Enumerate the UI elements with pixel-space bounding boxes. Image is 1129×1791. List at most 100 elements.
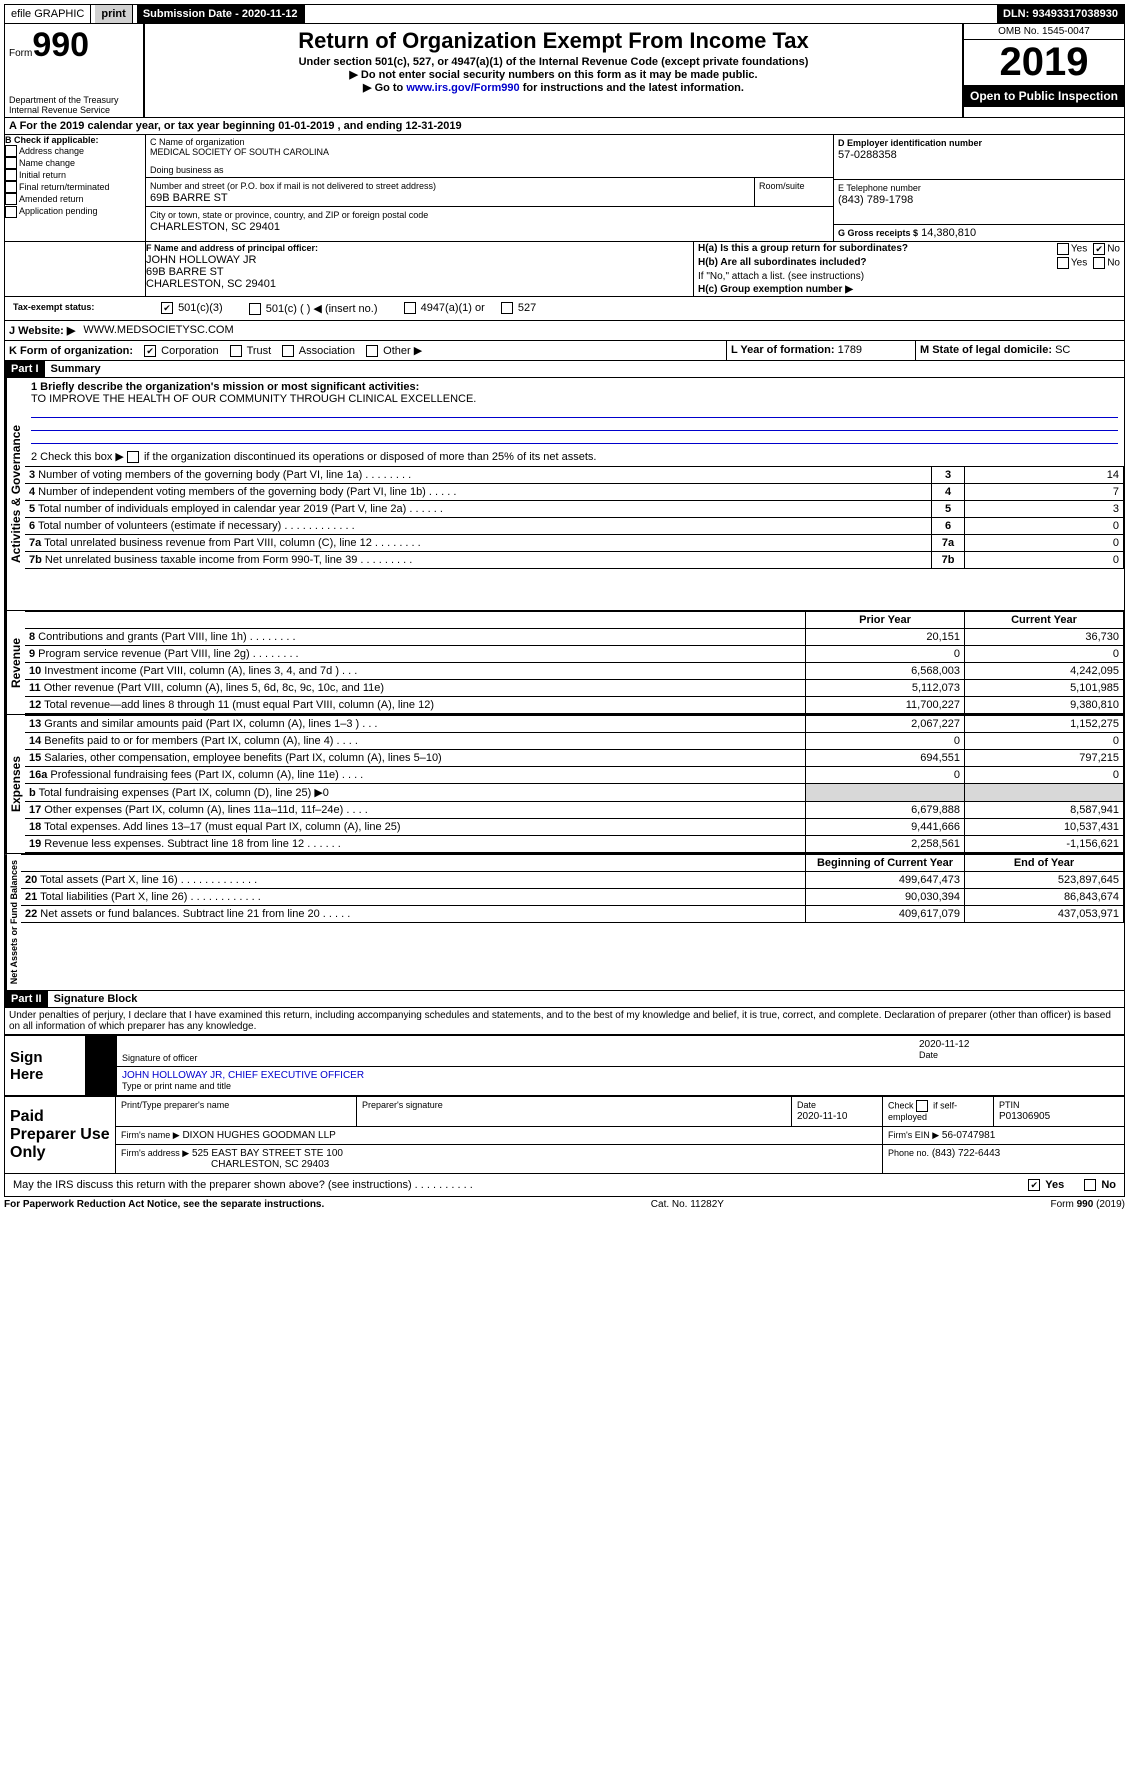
opt-assoc[interactable]: Association — [282, 345, 355, 357]
table-row: 12 Total revenue—add lines 8 through 11 … — [25, 697, 1124, 714]
hb-yes[interactable]: Yes — [1057, 257, 1087, 269]
box-h: H(a) Is this a group return for subordin… — [694, 242, 1124, 296]
side-activities-governance: Activities & Governance — [5, 378, 25, 610]
table-row: 6 Total number of volunteers (estimate i… — [25, 518, 1124, 535]
mission-text: TO IMPROVE THE HEALTH OF OUR COMMUNITY T… — [31, 393, 476, 405]
print-button[interactable]: print — [95, 5, 132, 23]
footer-mid: Cat. No. 11282Y — [651, 1199, 724, 1210]
discuss-no[interactable]: No — [1080, 1177, 1120, 1193]
opt-corp[interactable]: Corporation — [144, 345, 219, 357]
mission-label: 1 Briefly describe the organization's mi… — [31, 381, 419, 393]
dept-label: Department of the Treasury — [9, 95, 139, 105]
officer-addr2: CHARLESTON, SC 29401 — [146, 278, 276, 290]
firm-phone-label: Phone no. — [888, 1148, 929, 1158]
table-row: 11 Other revenue (Part VIII, column (A),… — [25, 680, 1124, 697]
part2-tag: Part II — [5, 991, 48, 1007]
phone-label: E Telephone number — [838, 183, 921, 193]
preparer-date: 2020-11-10 — [797, 1111, 847, 1122]
sign-here-block: Sign Here Signature of officer 2020-11-1… — [4, 1035, 1125, 1096]
firm-addr1: 525 EAST BAY STREET STE 100 — [192, 1148, 343, 1159]
sign-here-label: Sign Here — [5, 1036, 86, 1096]
expenses-block: Expenses 13 Grants and similar amounts p… — [4, 715, 1125, 854]
box-b: B Check if applicable: Address change Na… — [5, 135, 146, 241]
opt-501c3[interactable]: 501(c)(3) — [157, 300, 227, 317]
check-name-change[interactable]: Name change — [5, 157, 145, 169]
ha-yes[interactable]: Yes — [1057, 243, 1087, 255]
hb-label: H(b) Are all subordinates included? — [698, 257, 867, 268]
phone-value: (843) 789-1798 — [838, 194, 913, 206]
city-state-zip: CHARLESTON, SC 29401 — [150, 221, 280, 233]
klm-row: K Form of organization: Corporation Trus… — [4, 341, 1125, 361]
opt-501c[interactable]: 501(c) ( ) ◀ (insert no.) — [245, 300, 382, 317]
table-row: 20 Total assets (Part X, line 16) . . . … — [21, 872, 1124, 889]
opt-other[interactable]: Other ▶ — [366, 345, 422, 357]
ag-table: 3 Number of voting members of the govern… — [25, 466, 1124, 569]
sign-date: 2020-11-12 — [919, 1039, 1119, 1050]
officer-label: F Name and address of principal officer: — [146, 243, 318, 253]
summary-body: Activities & Governance 1 Briefly descri… — [4, 378, 1125, 611]
paid-preparer-block: Paid Preparer Use Only Print/Type prepar… — [4, 1096, 1125, 1174]
form-id-box: Form990 Department of the Treasury Inter… — [5, 24, 145, 117]
part2-header: Part II Signature Block — [4, 991, 1125, 1008]
table-row: b Total fundraising expenses (Part IX, c… — [25, 784, 1124, 802]
netassets-block: Net Assets or Fund Balances Beginning of… — [4, 854, 1125, 991]
hc-label: H(c) Group exemption number ▶ — [698, 284, 853, 295]
signature-label: Signature of officer — [122, 1053, 919, 1063]
subtitle-3: ▶ Go to www.irs.gov/Form990 for instruct… — [153, 81, 954, 94]
part1-header: Part I Summary — [4, 361, 1125, 378]
hb-no[interactable]: No — [1093, 257, 1120, 269]
firm-ein: 56-0747981 — [942, 1130, 995, 1141]
ein-value: 57-0288358 — [838, 149, 897, 161]
paid-preparer-label: Paid Preparer Use Only — [5, 1097, 116, 1174]
check-amended-return[interactable]: Amended return — [5, 193, 145, 205]
box-c: C Name of organization MEDICAL SOCIETY O… — [146, 135, 833, 241]
dba-label: Doing business as — [150, 165, 224, 175]
table-row: 7a Total unrelated business revenue from… — [25, 535, 1124, 552]
table-row: 13 Grants and similar amounts paid (Part… — [25, 716, 1124, 733]
ein-label: D Employer identification number — [838, 138, 982, 148]
form-word: Form — [9, 48, 32, 59]
domicile-value: SC — [1055, 344, 1070, 356]
expenses-table: 13 Grants and similar amounts paid (Part… — [25, 715, 1124, 853]
firm-addr-label: Firm's address ▶ — [121, 1148, 189, 1158]
opt-527[interactable]: 527 — [497, 300, 540, 317]
table-row: 21 Total liabilities (Part X, line 26) .… — [21, 889, 1124, 906]
opt-trust[interactable]: Trust — [230, 345, 272, 357]
ptin-value: P01306905 — [999, 1111, 1050, 1122]
check-final-return[interactable]: Final return/terminated — [5, 181, 145, 193]
subtitle-1: Under section 501(c), 527, or 4947(a)(1)… — [153, 56, 954, 68]
form-org-label: K Form of organization: — [9, 345, 133, 357]
instructions-link[interactable]: www.irs.gov/Form990 — [406, 82, 519, 94]
opt-4947[interactable]: 4947(a)(1) or — [400, 300, 489, 317]
side-revenue: Revenue — [5, 611, 25, 714]
ha-no[interactable]: No — [1093, 243, 1120, 255]
gross-receipts-label: G Gross receipts $ — [838, 228, 918, 238]
submission-date: Submission Date - 2020-11-12 — [137, 5, 305, 23]
firm-ein-label: Firm's EIN ▶ — [888, 1130, 939, 1140]
subtitle-2: ▶ Do not enter social security numbers o… — [153, 68, 954, 81]
domicile-label: M State of legal domicile: — [920, 344, 1052, 356]
side-expenses: Expenses — [5, 715, 25, 853]
efile-label: efile GRAPHIC — [5, 5, 91, 23]
website-value: WWW.MEDSOCIETYSC.COM — [83, 324, 233, 337]
check-address-change[interactable]: Address change — [5, 145, 145, 157]
self-employed-checkbox[interactable] — [916, 1100, 928, 1112]
discontinued-checkbox[interactable] — [127, 451, 139, 463]
addr-label: Number and street (or P.O. box if mail i… — [150, 181, 436, 191]
room-label: Room/suite — [759, 181, 805, 191]
table-row: 5 Total number of individuals employed i… — [25, 501, 1124, 518]
preparer-date-label: Date — [797, 1100, 816, 1110]
sign-date-label: Date — [919, 1050, 1119, 1060]
check-initial-return[interactable]: Initial return — [5, 169, 145, 181]
table-row: 8 Contributions and grants (Part VIII, l… — [25, 629, 1124, 646]
discuss-yes[interactable]: Yes — [1024, 1177, 1068, 1193]
check-application-pending[interactable]: Application pending — [5, 205, 145, 217]
perjury-statement: Under penalties of perjury, I declare th… — [4, 1008, 1125, 1035]
firm-addr2: CHARLESTON, SC 29403 — [211, 1159, 329, 1170]
period-row: A For the 2019 calendar year, or tax yea… — [4, 118, 1125, 135]
part1-tag: Part I — [5, 361, 45, 377]
table-row: 3 Number of voting members of the govern… — [25, 467, 1124, 484]
revenue-block: Revenue Prior YearCurrent Year8 Contribu… — [4, 611, 1125, 715]
firm-name-label: Firm's name ▶ — [121, 1130, 180, 1140]
table-header-row: Beginning of Current YearEnd of Year — [21, 855, 1124, 872]
